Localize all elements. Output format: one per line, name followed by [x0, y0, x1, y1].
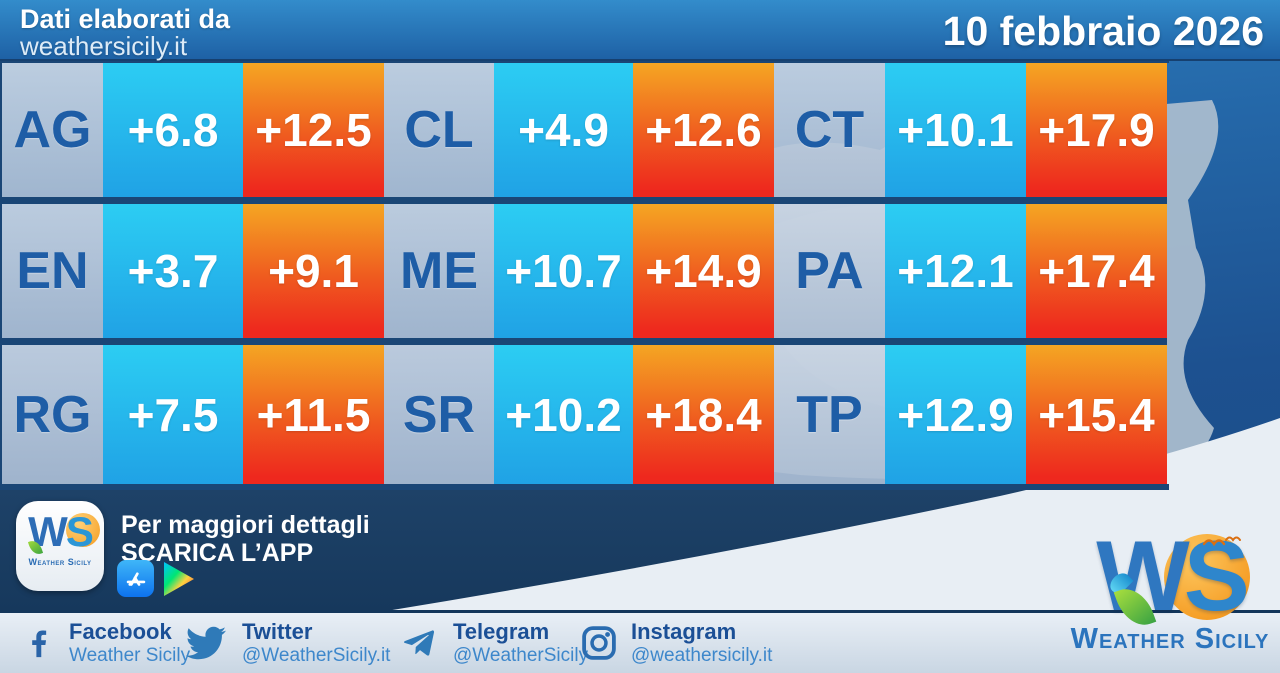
social-facebook[interactable]: Facebook Weather Sicily — [22, 613, 190, 673]
temperature-table: AG +6.8 +12.5 CL +4.9 +12.6 CT +10.1 +17… — [0, 61, 1169, 490]
temp-max-cell: +12.5 — [243, 63, 384, 197]
promo-line-1: Per maggiori dettagli — [121, 511, 370, 539]
temp-max-cell: +17.9 — [1026, 63, 1167, 197]
province-code: EN — [2, 204, 103, 338]
province-code: CT — [774, 63, 885, 197]
social-telegram[interactable]: Telegram @WeatherSicily — [398, 613, 588, 673]
temp-min-cell: +12.9 — [885, 345, 1026, 484]
credit-line-2: weathersicily.it — [20, 31, 188, 61]
temp-min-cell: +6.8 — [103, 63, 243, 197]
social-handle: @WeatherSicily — [453, 644, 589, 666]
social-network-name: Twitter — [242, 619, 313, 645]
temp-min-cell: +10.7 — [494, 204, 633, 338]
social-network-name: Facebook — [69, 619, 172, 645]
social-handle: @weathersicily.it — [631, 644, 773, 666]
province-code: SR — [384, 345, 494, 484]
sun-icon — [65, 513, 100, 547]
province-code: CL — [384, 63, 494, 197]
ws-app-icon-label: Weather Sicily — [28, 557, 92, 567]
social-twitter[interactable]: Twitter @WeatherSicily.it — [183, 613, 390, 673]
table-row: AG +6.8 +12.5 CL +4.9 +12.6 CT +10.1 +17… — [2, 63, 1169, 197]
province-code: AG — [2, 63, 103, 197]
ws-mini-logo: WS — [28, 508, 100, 557]
facebook-icon — [32, 630, 47, 658]
temp-max-cell: +14.9 — [633, 204, 774, 338]
telegram-icon — [403, 630, 435, 656]
temp-min-cell: +4.9 — [494, 63, 633, 197]
app-store-glyph — [126, 572, 145, 586]
province-code: RG — [2, 345, 103, 484]
app-store-icon[interactable] — [117, 560, 154, 597]
instagram-icon — [582, 626, 616, 660]
table-row: EN +3.7 +9.1 ME +10.7 +14.9 PA +12.1 +17… — [2, 204, 1169, 338]
province-code: TP — [774, 345, 885, 484]
date-label: 10 febbraio 2026 — [942, 8, 1264, 54]
birds-icon — [1202, 536, 1241, 547]
temp-min-cell: +7.5 — [103, 345, 243, 484]
temp-min-cell: +3.7 — [103, 204, 243, 338]
temp-min-cell: +12.1 — [885, 204, 1026, 338]
google-play-glyph — [164, 562, 194, 596]
header-bar: Dati elaborati da weathersicily.it 10 fe… — [0, 0, 1280, 61]
social-instagram[interactable]: Instagram @weathersicily.it — [580, 613, 772, 673]
row-separator — [2, 197, 1167, 204]
google-play-icon[interactable] — [160, 560, 198, 598]
province-code: PA — [774, 204, 885, 338]
social-handle: Weather Sicily — [69, 644, 191, 666]
temp-min-cell: +10.2 — [494, 345, 633, 484]
credit-line-1: Dati elaborati da — [20, 4, 231, 34]
promo-line-2: SCARICA L’APP — [121, 539, 314, 567]
temp-max-cell: +18.4 — [633, 345, 774, 484]
temp-max-cell: +9.1 — [243, 204, 384, 338]
temp-max-cell: +12.6 — [633, 63, 774, 197]
ws-logo-letter-s: S — [65, 508, 94, 555]
ws-big-logo: WS — [1096, 526, 1250, 632]
temp-max-cell: +11.5 — [243, 345, 384, 484]
temp-max-cell: +17.4 — [1026, 204, 1167, 338]
social-network-name: Instagram — [631, 619, 737, 645]
province-code: ME — [384, 204, 494, 338]
social-network-name: Telegram — [453, 619, 550, 645]
social-handle: @WeatherSicily.it — [242, 644, 391, 666]
row-separator — [2, 338, 1167, 345]
ws-app-icon: WS Weather Sicily — [16, 501, 104, 591]
twitter-icon — [185, 626, 226, 660]
weather-sicily-logo: WS Weather Sicily — [1068, 526, 1272, 656]
table-row: RG +7.5 +11.5 SR +10.2 +18.4 TP +12.9 +1… — [2, 345, 1169, 484]
temp-max-cell: +15.4 — [1026, 345, 1167, 484]
temp-min-cell: +10.1 — [885, 63, 1026, 197]
